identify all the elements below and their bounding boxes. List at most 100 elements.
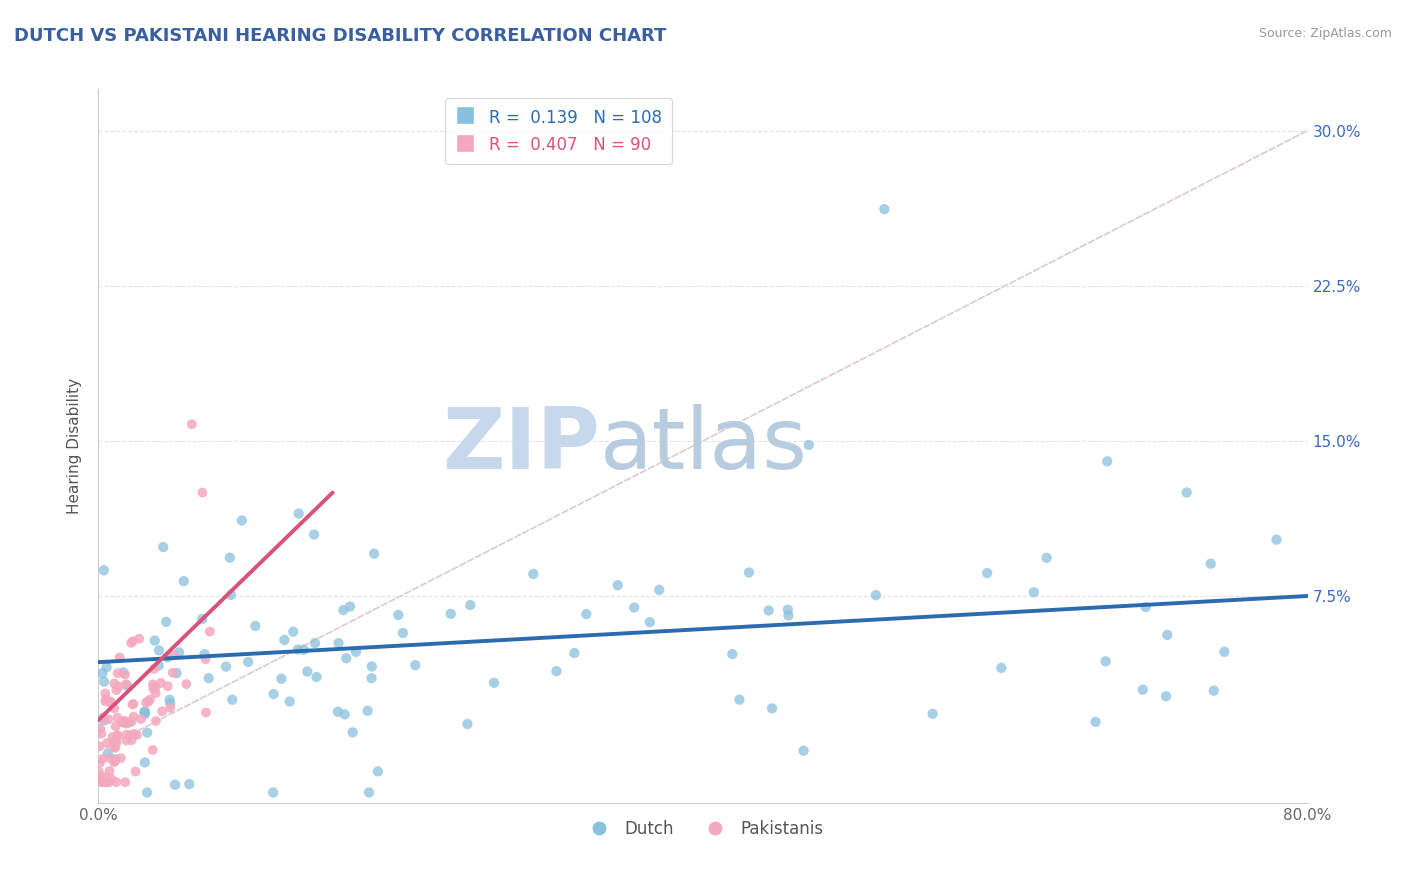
- Point: [728, 692, 751, 706]
- Point: [98, 764, 121, 778]
- Point: [195, 706, 218, 720]
- Point: [122, 697, 145, 711]
- Point: [1265, 533, 1288, 547]
- Point: [1175, 485, 1198, 500]
- Point: [108, 650, 131, 665]
- Point: [522, 566, 544, 581]
- Point: [105, 729, 128, 743]
- Point: [738, 566, 761, 580]
- Point: [90, 727, 112, 741]
- Point: [105, 735, 128, 749]
- Point: [139, 692, 162, 706]
- Point: [136, 785, 159, 799]
- Point: [125, 728, 148, 742]
- Point: [96, 736, 118, 750]
- Point: [262, 785, 284, 799]
- Point: [124, 764, 146, 779]
- Point: [103, 701, 125, 715]
- Point: [165, 778, 187, 792]
- Point: [1035, 550, 1057, 565]
- Point: [797, 438, 820, 452]
- Point: [173, 574, 195, 589]
- Point: [159, 697, 181, 711]
- Point: [623, 600, 645, 615]
- Point: [219, 588, 242, 602]
- Point: [110, 751, 132, 765]
- Point: [120, 728, 142, 742]
- Point: [114, 775, 136, 789]
- Point: [1199, 557, 1222, 571]
- Point: [107, 680, 129, 694]
- Point: [90, 775, 112, 789]
- Point: [328, 636, 350, 650]
- Point: [302, 527, 325, 541]
- Point: [94, 694, 117, 708]
- Point: [134, 704, 156, 718]
- Point: [873, 202, 896, 216]
- Point: [148, 643, 170, 657]
- Point: [107, 666, 129, 681]
- Point: [638, 615, 661, 630]
- Point: [129, 712, 152, 726]
- Point: [87, 773, 110, 788]
- Point: [97, 712, 120, 726]
- Point: [156, 679, 179, 693]
- Point: [103, 676, 125, 690]
- Point: [231, 514, 253, 528]
- Point: [273, 632, 295, 647]
- Point: [292, 642, 315, 657]
- Point: [93, 674, 115, 689]
- Point: [761, 701, 783, 715]
- Point: [91, 752, 114, 766]
- Point: [103, 735, 125, 749]
- Point: [89, 722, 111, 736]
- Point: [326, 705, 349, 719]
- Point: [575, 607, 598, 621]
- Point: [104, 754, 127, 768]
- Point: [89, 756, 111, 770]
- Point: [167, 645, 190, 659]
- Text: Source: ZipAtlas.com: Source: ZipAtlas.com: [1258, 27, 1392, 40]
- Point: [134, 756, 156, 770]
- Point: [304, 636, 326, 650]
- Point: [193, 647, 215, 661]
- Point: [606, 578, 628, 592]
- Point: [238, 655, 260, 669]
- Point: [148, 658, 170, 673]
- Point: [1022, 585, 1045, 599]
- Point: [865, 588, 887, 602]
- Point: [93, 775, 115, 789]
- Point: [120, 636, 142, 650]
- Point: [142, 677, 165, 691]
- Point: [793, 744, 815, 758]
- Point: [103, 740, 125, 755]
- Point: [115, 679, 138, 693]
- Point: [159, 701, 181, 715]
- Point: [103, 755, 125, 769]
- Point: [121, 698, 143, 712]
- Point: [159, 692, 181, 706]
- Point: [135, 696, 157, 710]
- Point: [333, 707, 356, 722]
- Point: [152, 540, 174, 554]
- Point: [163, 648, 186, 663]
- Point: [111, 714, 134, 729]
- Point: [145, 680, 167, 694]
- Point: [305, 670, 328, 684]
- Point: [143, 633, 166, 648]
- Point: [356, 704, 378, 718]
- Point: [921, 706, 943, 721]
- Point: [990, 661, 1012, 675]
- Point: [564, 646, 586, 660]
- Text: DUTCH VS PAKISTANI HEARING DISABILITY CORRELATION CHART: DUTCH VS PAKISTANI HEARING DISABILITY CO…: [14, 27, 666, 45]
- Point: [94, 686, 117, 700]
- Point: [91, 666, 114, 681]
- Point: [100, 751, 122, 765]
- Point: [105, 683, 128, 698]
- Point: [440, 607, 463, 621]
- Y-axis label: Hearing Disability: Hearing Disability: [67, 378, 83, 514]
- Point: [342, 725, 364, 739]
- Point: [115, 677, 138, 691]
- Point: [758, 603, 780, 617]
- Point: [150, 704, 173, 718]
